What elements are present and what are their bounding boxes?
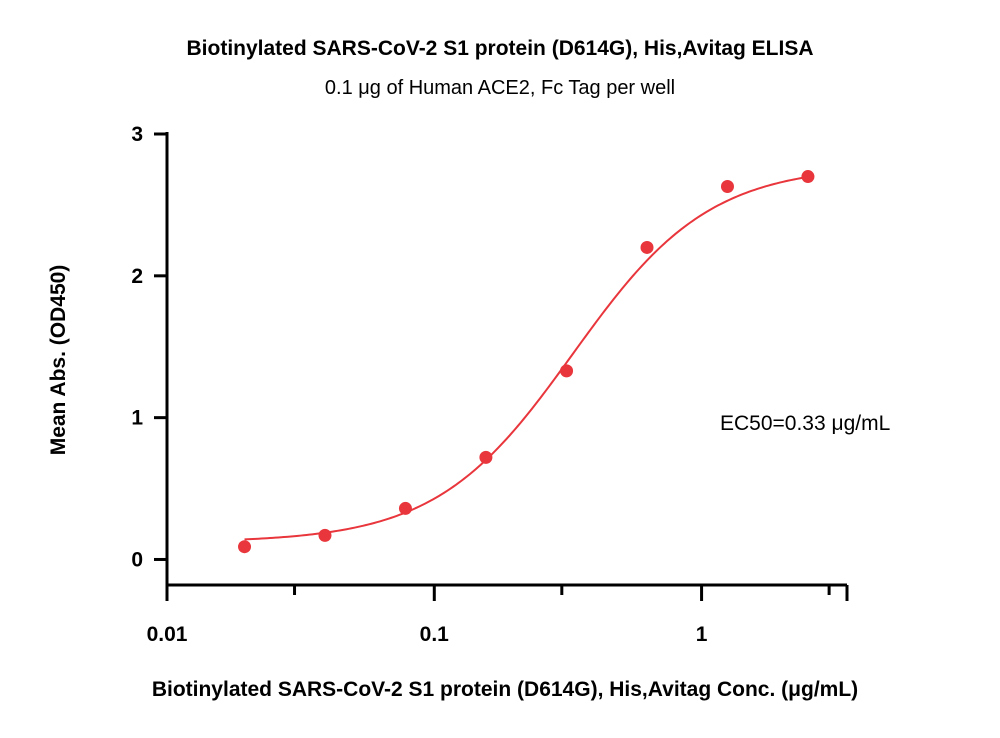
y-tick-label: 1 [131,407,143,430]
data-point [640,240,654,254]
y-tick-label: 0 [131,548,143,571]
fit-curve-layer [244,175,809,541]
data-point [238,540,252,554]
data-point [398,501,412,515]
ec50-annotation: EC50=0.33 μg/mL [720,412,890,435]
x-axis-title: Biotinylated SARS-CoV-2 S1 protein (D614… [152,678,858,701]
data-point [720,179,734,193]
data-point [560,364,574,378]
chart-subtitle: 0.1 μg of Human ACE2, Fc Tag per well [324,77,676,99]
y-tick-label: 2 [131,265,143,288]
data-points-layer [238,170,815,554]
fit-curve [244,175,809,541]
axes: 0 1 2 3 0.01 0.1 1 [131,123,849,646]
y-axis-title: Mean Abs. (OD450) [47,265,70,456]
data-point [801,170,815,184]
x-tick-label: 0.01 [147,623,188,646]
x-tick-label: 1 [696,623,708,646]
y-tick-label: 3 [131,123,143,146]
data-point [318,528,332,542]
data-point [479,450,493,464]
chart-title: Biotinylated SARS-CoV-2 S1 protein (D614… [186,37,814,60]
x-tick-label: 0.1 [420,623,450,646]
